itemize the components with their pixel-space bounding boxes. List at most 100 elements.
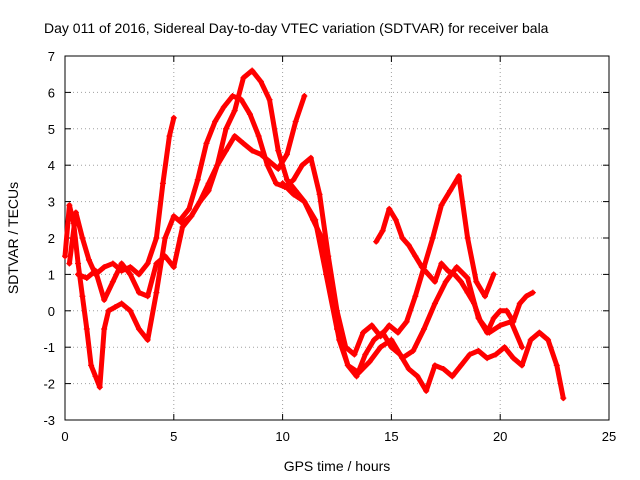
data-point [536, 329, 543, 336]
y-tick-label: -1 [43, 340, 55, 355]
data-point [334, 326, 340, 332]
data-point [351, 351, 358, 358]
data-point [159, 180, 166, 187]
data-point [166, 133, 173, 140]
data-point [386, 205, 393, 212]
data-point [490, 315, 497, 322]
data-point [275, 165, 282, 172]
data-point [394, 329, 401, 336]
data-point [316, 191, 323, 198]
y-tick-label: 1 [48, 267, 55, 282]
data-point [220, 103, 227, 110]
data-point [292, 118, 299, 125]
data-series [62, 67, 567, 402]
data-point [249, 67, 256, 74]
data-point [429, 235, 436, 241]
data-point [473, 278, 480, 285]
data-point [399, 355, 406, 362]
data-point [83, 326, 90, 332]
x-axis: 0 5 10 15 20 25 [61, 56, 616, 444]
series-trace [177, 93, 497, 357]
data-point [105, 307, 112, 314]
data-point [490, 271, 497, 278]
series-trace [62, 68, 566, 401]
data-point [344, 362, 351, 369]
data-point [255, 133, 262, 140]
x-axis-label: GPS time / hours [284, 458, 391, 474]
data-point [127, 307, 134, 314]
data-point [455, 173, 462, 180]
data-point [377, 344, 384, 351]
data-point [135, 326, 142, 332]
data-point [153, 289, 160, 296]
data-point [325, 253, 332, 260]
data-point [431, 300, 438, 307]
data-point [240, 74, 247, 81]
data-point [290, 191, 297, 198]
data-point [486, 329, 493, 336]
y-tick-label: 2 [48, 231, 55, 246]
data-point [153, 235, 160, 241]
chart-title: Day 011 of 2016, Sidereal Day-to-day VTE… [44, 20, 549, 36]
y-tick-label: 7 [48, 49, 55, 64]
data-point [257, 78, 264, 85]
data-point [466, 351, 473, 358]
data-point [453, 264, 460, 271]
data-point [386, 322, 393, 329]
data-point [377, 333, 384, 340]
data-point [273, 180, 280, 187]
data-point [501, 344, 508, 351]
data-point [240, 140, 247, 147]
data-point [497, 322, 504, 329]
data-point [170, 264, 177, 271]
data-point [481, 293, 488, 300]
y-tick-label: 6 [48, 85, 55, 100]
x-tick-label: 20 [493, 429, 507, 444]
data-point [438, 202, 445, 209]
x-tick-label: 5 [170, 429, 177, 444]
data-point [127, 264, 134, 271]
data-point [458, 362, 465, 369]
data-point [203, 140, 210, 147]
data-point [414, 373, 421, 380]
data-point [101, 326, 108, 332]
data-point [431, 278, 438, 285]
data-point [355, 369, 362, 376]
data-point [212, 118, 219, 125]
data-point [366, 358, 373, 365]
data-point [127, 271, 134, 278]
data-point [553, 362, 560, 369]
data-point [109, 260, 116, 267]
data-point [362, 351, 369, 358]
data-point [442, 278, 449, 285]
data-point [529, 289, 536, 296]
data-point [370, 336, 377, 343]
data-point [101, 264, 108, 271]
data-point [425, 271, 432, 278]
y-tick-label: -2 [43, 377, 55, 392]
data-point [444, 267, 451, 274]
data-point [392, 216, 399, 223]
data-point [229, 93, 236, 100]
data-point [194, 176, 201, 183]
data-point [475, 347, 482, 354]
data-point [75, 271, 82, 278]
data-point [292, 187, 299, 194]
data-point [135, 289, 142, 296]
data-point [403, 318, 410, 325]
data-point [323, 271, 330, 278]
data-point [264, 162, 271, 169]
data-point [299, 162, 306, 169]
data-point [475, 315, 482, 322]
data-series [279, 180, 525, 376]
data-point [118, 260, 125, 267]
data-point [101, 296, 108, 303]
data-point [449, 373, 456, 380]
data-point [109, 278, 116, 285]
y-axis-label: SDTVAR / TECUs [5, 182, 21, 294]
data-point [170, 114, 177, 121]
data-point [423, 387, 430, 394]
data-point [88, 362, 95, 369]
data-point [418, 264, 425, 271]
